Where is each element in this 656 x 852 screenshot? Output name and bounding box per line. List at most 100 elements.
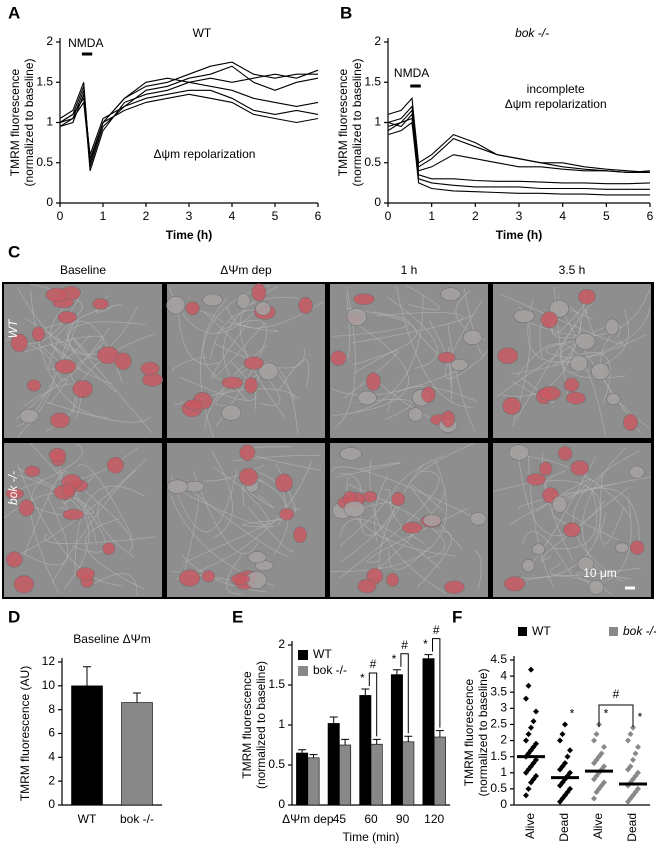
cell [502, 397, 522, 415]
y-axis-label: (normalized to baseline) [476, 668, 490, 796]
error-bar [424, 654, 433, 659]
y-tick-label: 12 [42, 654, 56, 668]
neurite [212, 466, 274, 509]
y-axis-label: TMRM fluorescence [8, 69, 22, 177]
y-tick-label: 4 [500, 668, 507, 682]
significance-hash: # [613, 687, 620, 701]
neurite [30, 480, 60, 594]
bar [359, 695, 372, 806]
cell [391, 491, 405, 507]
neurite [338, 472, 361, 486]
y-tick-label: 0 [46, 195, 53, 209]
y-axis-label: TMRM fluorescence (AU) [18, 666, 32, 801]
trace [387, 117, 650, 190]
bar [327, 723, 340, 806]
cell [251, 283, 267, 302]
cell [178, 569, 201, 587]
micrograph [493, 284, 651, 438]
point [567, 785, 573, 792]
neurite [417, 530, 452, 588]
point [525, 785, 532, 792]
cell [407, 407, 424, 422]
point [625, 737, 631, 744]
cell [5, 551, 23, 568]
cell [26, 379, 42, 392]
cell [13, 575, 35, 594]
point [533, 756, 539, 763]
neurite [351, 314, 474, 344]
y-tick-label: 0.5 [36, 155, 53, 169]
y-tick-label: 2.5 [490, 717, 507, 731]
neurite [29, 283, 83, 330]
micrograph [166, 283, 325, 438]
cell [462, 329, 483, 346]
significance-star: * [423, 637, 428, 651]
x-tick-label: 0 [57, 209, 64, 223]
cell [422, 514, 442, 527]
cell [114, 352, 132, 371]
x-tick-label: 1 [428, 209, 435, 223]
row-label: WT [6, 318, 20, 338]
cell [557, 446, 573, 461]
neurite [395, 285, 474, 408]
y-axis-label: TMRM fluorescence [240, 671, 254, 779]
bar [307, 757, 320, 806]
cell [221, 376, 244, 389]
cell [513, 309, 535, 324]
point [564, 753, 571, 760]
neurite [516, 343, 606, 436]
cell [293, 526, 308, 544]
neurite [339, 471, 440, 579]
y-tick-label: 3.5 [490, 684, 507, 698]
cell [72, 380, 93, 398]
point [528, 724, 534, 731]
significance-star: * [570, 707, 575, 721]
cell [275, 473, 293, 493]
neurite [275, 463, 296, 511]
neurite [344, 350, 399, 399]
cell [531, 543, 545, 555]
cell [437, 351, 456, 364]
cell [569, 355, 588, 372]
point [567, 769, 573, 776]
y-tick-label: 8 [48, 702, 55, 716]
legend-label: WT [532, 624, 551, 638]
neurite [193, 471, 259, 554]
neurite [17, 443, 83, 491]
neurite [599, 473, 625, 545]
neurite [340, 518, 441, 570]
neurite [182, 493, 200, 578]
neurite [24, 497, 69, 566]
neurite [179, 360, 257, 401]
stimulus-label: NMDA [68, 36, 103, 50]
x-tick-label: 90 [396, 812, 410, 826]
neurite [30, 289, 109, 419]
cell [10, 333, 28, 353]
neurite [408, 442, 475, 485]
neurite [188, 488, 290, 557]
x-tick-label: WT [78, 812, 97, 826]
neurite [333, 321, 410, 417]
bar [422, 658, 435, 806]
neurite [334, 462, 402, 478]
panel-title: WT [193, 26, 212, 40]
point [523, 792, 529, 799]
neurite [182, 555, 268, 593]
cell [353, 293, 375, 305]
neurite [72, 333, 156, 414]
neurite [553, 486, 598, 550]
cell [540, 311, 559, 329]
y-tick-label: 1.5 [364, 74, 381, 88]
panel-title: bok -/- [515, 26, 549, 40]
cell [236, 293, 251, 310]
cell [106, 456, 124, 474]
neurite [497, 323, 621, 397]
neurite [563, 306, 581, 362]
point [533, 740, 539, 747]
neurite [387, 296, 438, 369]
x-tick-label: 1 [100, 209, 107, 223]
micrograph [330, 442, 488, 597]
neurite [549, 562, 642, 577]
y-axis-label: TMRM fluorescence [462, 679, 476, 787]
